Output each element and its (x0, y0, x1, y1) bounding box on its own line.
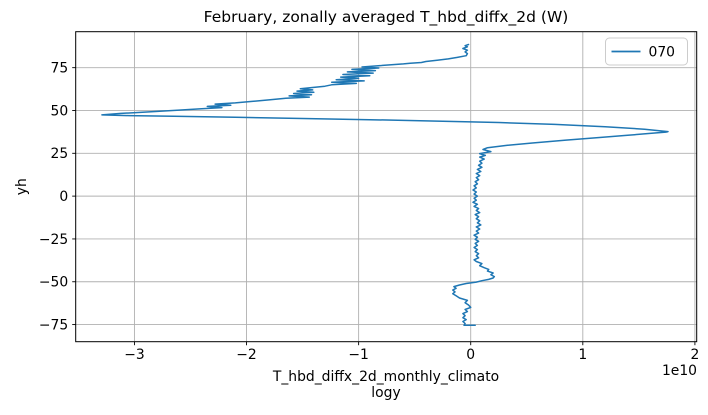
x-tick-label: 2 (690, 347, 699, 363)
x-tick-label: 1 (578, 347, 587, 363)
y-axis-label: yh (14, 178, 30, 195)
legend-label: 070 (649, 44, 676, 60)
tick-layer: −3 −2 −1 0 1 2 −75 −50 −25 0 25 50 75 (39, 61, 699, 364)
x-tick-label: −2 (236, 347, 256, 363)
x-tick-label: −3 (124, 347, 144, 363)
line-layer (101, 43, 669, 327)
x-tick-label: 0 (466, 347, 475, 363)
x-axis-offset-text: 1e10 (662, 363, 697, 379)
y-tick-label: 0 (59, 189, 68, 205)
chart-title: February, zonally averaged T_hbd_diffx_2… (204, 8, 569, 27)
legend: 070 (605, 37, 688, 66)
y-tick-label: −25 (39, 232, 68, 248)
x-axis-label-line2: logy (371, 385, 400, 401)
data-series-line (101, 43, 669, 327)
y-tick-label: −75 (39, 317, 68, 333)
legend-box (605, 37, 688, 66)
y-tick-label: 50 (51, 103, 69, 119)
plot-frame (75, 31, 698, 343)
x-tick-label: −1 (348, 347, 368, 363)
x-axis-label-line1: T_hbd_diffx_2d_monthly_climato (272, 369, 499, 385)
y-tick-label: 75 (51, 61, 69, 77)
y-tick-label: −50 (39, 275, 68, 291)
grid-layer (75, 31, 697, 342)
y-tick-label: 25 (51, 146, 69, 162)
